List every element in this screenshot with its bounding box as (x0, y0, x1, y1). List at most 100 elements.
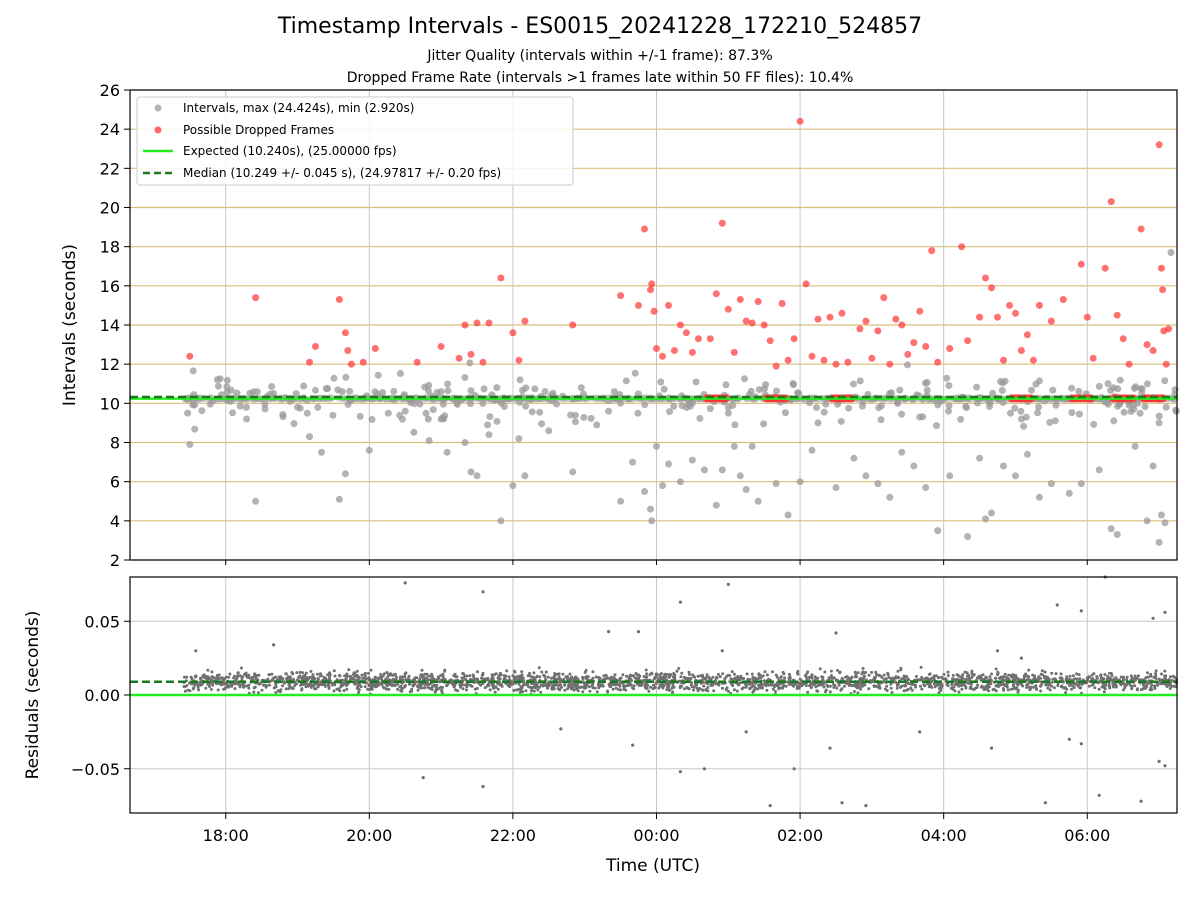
interval-point (1017, 407, 1025, 415)
dropped-frame-point (653, 345, 660, 352)
residual-point (1122, 688, 1125, 692)
residual-point (1109, 672, 1113, 675)
interval-point (1049, 386, 1057, 394)
residual-point (894, 676, 898, 680)
residual-point (354, 678, 358, 682)
residual-point (705, 673, 709, 677)
interval-point (1065, 489, 1073, 497)
residual-point (411, 683, 415, 687)
dropped-frame-point (1029, 356, 1037, 364)
residual-point (1048, 688, 1052, 692)
residual-point (466, 683, 469, 687)
residual-point (850, 675, 854, 679)
residual-point (946, 674, 950, 678)
interval-point (945, 382, 953, 389)
residual-point (1026, 677, 1030, 681)
interval-point (1131, 442, 1139, 450)
dropped-frame-point (832, 360, 840, 368)
interval-point (822, 400, 830, 408)
residual-point (417, 683, 421, 687)
residual-point (236, 674, 239, 678)
interval-point (741, 375, 748, 383)
residual-point (554, 677, 558, 681)
residual-point (1003, 672, 1007, 676)
residual-point (1086, 677, 1090, 681)
residual-point (1139, 688, 1143, 692)
interval-point (605, 407, 613, 415)
interval-point (1157, 511, 1165, 519)
residual-point (1075, 677, 1079, 681)
residual-point (1102, 686, 1106, 690)
residual-point (269, 679, 273, 683)
residual-point (1017, 688, 1020, 692)
residual-point (385, 684, 389, 688)
residual-point (1144, 676, 1148, 680)
residual-point (555, 683, 558, 687)
residual-point (957, 690, 961, 694)
interval-point (850, 454, 858, 462)
x-axis-label: Time (UTC) (605, 856, 700, 876)
residual-point (919, 665, 923, 669)
residual-point (613, 673, 617, 677)
interval-point (670, 402, 678, 410)
dropped-frame-point (665, 301, 672, 309)
residual-point (1124, 682, 1128, 686)
residual-point (966, 681, 970, 685)
residual-point (314, 687, 318, 691)
residual-point (1031, 673, 1035, 677)
residual-point (274, 691, 278, 694)
interval-point (718, 466, 726, 474)
interval-point (485, 431, 493, 439)
interval-point (1136, 409, 1144, 417)
dropped-frame-point (1006, 301, 1013, 309)
dropped-frame-point (1047, 317, 1055, 325)
residual-point (219, 682, 223, 686)
interval-point (268, 383, 276, 390)
interval-point (789, 380, 797, 387)
residual-outlier-point (1043, 801, 1047, 805)
interval-point (424, 415, 432, 423)
interval-point (538, 420, 546, 428)
residual-point (852, 690, 856, 693)
residual-point (1078, 686, 1082, 690)
residual-point (709, 677, 713, 681)
interval-point (910, 462, 918, 470)
residual-point (1034, 684, 1038, 688)
residual-point (1088, 675, 1092, 679)
residual-point (309, 685, 313, 689)
interval-point (521, 472, 529, 480)
residual-point (1132, 677, 1135, 681)
residual-point (1022, 674, 1026, 678)
residuals-y-tick-label: 0.05 (84, 612, 120, 631)
residual-point (217, 677, 221, 681)
residual-point (327, 685, 331, 689)
residual-point (886, 671, 890, 675)
residual-point (593, 686, 597, 690)
interval-point (577, 384, 585, 392)
interval-point (729, 401, 737, 409)
residual-outlier-point (607, 630, 611, 634)
residual-outlier-point (1019, 656, 1024, 660)
interval-point (261, 400, 269, 408)
residual-outlier-point (768, 804, 772, 808)
dropped-frame-point (485, 319, 493, 327)
residual-point (796, 672, 800, 676)
dropped-frame-point (712, 290, 720, 298)
residual-point (1168, 687, 1172, 690)
residual-point (241, 675, 245, 679)
interval-point (191, 425, 199, 433)
interval-point (1162, 403, 1170, 411)
interval-point (1134, 399, 1141, 407)
interval-point (484, 421, 492, 429)
residual-outlier-point (559, 727, 563, 731)
residual-point (428, 687, 432, 690)
residual-outlier-point (636, 630, 641, 634)
residual-point (483, 677, 487, 681)
residual-point (823, 670, 827, 674)
interval-point (982, 515, 989, 523)
interval-point (1000, 462, 1007, 470)
residual-point (1059, 672, 1063, 676)
residual-point (1012, 678, 1016, 681)
residual-point (809, 682, 813, 686)
